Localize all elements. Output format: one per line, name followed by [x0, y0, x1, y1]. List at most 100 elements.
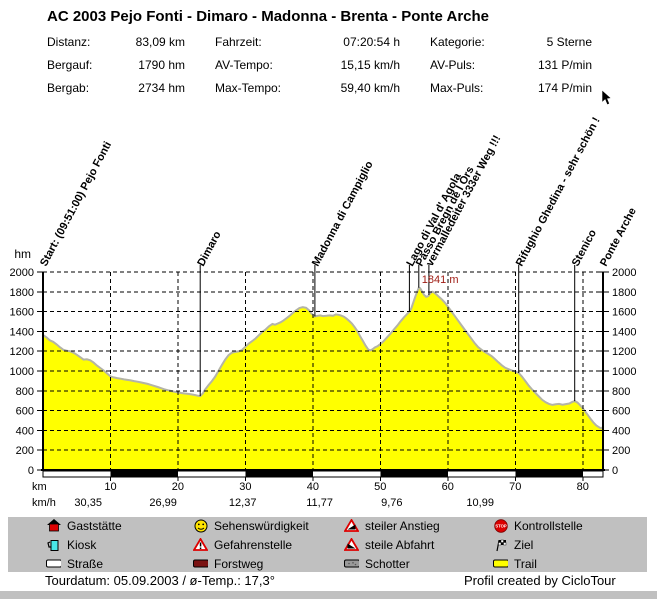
- legend-label: Schotter: [365, 556, 410, 571]
- legend-item-steile-abfahrt: steile Abfahrt: [344, 537, 434, 552]
- svg-text:1600: 1600: [612, 307, 636, 319]
- stat-value-distanz: 83,09 km: [135, 35, 185, 49]
- svg-text:Madonna di Campiglio: Madonna di Campiglio: [310, 159, 376, 268]
- legend-item-gefahrenstelle: Gefahrenstelle: [193, 537, 292, 552]
- stat-value-max-tempo: 59,40 km/h: [340, 81, 400, 95]
- stat-label-kategorie: Kategorie:: [430, 35, 485, 49]
- bottom-divider: [0, 591, 657, 599]
- svg-text:600: 600: [612, 406, 630, 418]
- stat-value-fahrzeit: 07:20:54 h: [343, 35, 400, 49]
- mug-icon: [46, 538, 61, 552]
- road-swatch: [46, 559, 61, 568]
- mouse-cursor-icon: [601, 90, 612, 106]
- svg-text:10,99: 10,99: [466, 497, 494, 509]
- waypoint-markers: [199, 265, 576, 402]
- svg-text:1800: 1800: [10, 287, 34, 299]
- x-axis-labels: 10 20 30 40 50 60 70 80 km: [32, 477, 589, 493]
- svg-text:600: 600: [16, 406, 34, 418]
- svg-text:Ponte Arche: Ponte Arche: [598, 206, 639, 268]
- finish-flag-icon: [493, 538, 508, 552]
- trail-swatch: [493, 559, 508, 568]
- svg-text:STOP: STOP: [495, 523, 507, 528]
- legend-item-steiler-anstieg: steiler Anstieg: [344, 518, 440, 533]
- svg-text:20: 20: [172, 481, 184, 493]
- legend-label: Straße: [67, 556, 104, 571]
- svg-text:30,35: 30,35: [74, 497, 102, 509]
- stat-label-av-puls: AV-Puls:: [430, 58, 476, 72]
- legend-item-strasse: Straße: [46, 556, 103, 571]
- legend-item-ziel: Ziel: [493, 537, 533, 552]
- svg-text:1200: 1200: [10, 346, 34, 358]
- distance-ruler: [42, 470, 604, 478]
- svg-text:1800: 1800: [612, 287, 636, 299]
- svg-text:400: 400: [16, 425, 34, 437]
- legend-label: Gefahrenstelle: [214, 537, 293, 552]
- legend-item-trail: Trail: [493, 556, 537, 571]
- svg-text:10: 10: [104, 481, 116, 493]
- gridlines: [43, 271, 603, 470]
- svg-text:hm: hm: [14, 247, 31, 261]
- svg-text:1200: 1200: [612, 346, 636, 358]
- warning-triangle-icon: [193, 538, 208, 551]
- legend-panel: [8, 517, 647, 572]
- stat-value-bergab: 2734 hm: [138, 81, 185, 95]
- stat-value-av-puls: 131 P/min: [537, 58, 592, 72]
- profile-area: [42, 286, 604, 470]
- legend-item-gaststaette: Gaststätte: [46, 518, 122, 533]
- svg-text:60: 60: [442, 481, 454, 493]
- stat-label-fahrzeit: Fahrzeit:: [215, 35, 262, 49]
- stat-label-max-tempo: Max-Tempo:: [215, 81, 282, 95]
- svg-text:Start: (09:51:00) Pejo Fonti: Start: (09:51:00) Pejo Fonti: [38, 140, 114, 269]
- legend-label: Sehenswürdigkeit: [214, 518, 309, 533]
- legend-label: Kontrollstelle: [514, 518, 583, 533]
- steep-ascent-icon: [344, 519, 359, 532]
- peak-elevation-label: 1841 m: [422, 274, 459, 286]
- house-icon: [46, 519, 61, 532]
- stop-icon: STOP: [493, 518, 508, 533]
- svg-text:400: 400: [612, 425, 630, 437]
- legend-label: Ziel: [514, 537, 534, 552]
- legend-label: Forstweg: [214, 556, 264, 571]
- svg-text:2000: 2000: [10, 267, 34, 279]
- svg-text:1400: 1400: [612, 326, 636, 338]
- svg-text:Dimaro: Dimaro: [195, 229, 224, 268]
- smiley-icon: [193, 519, 208, 533]
- svg-text:800: 800: [612, 386, 630, 398]
- y-axis-labels: 0 0 200 200 400 400 600 600 800 800 1000 1000 1200 12…: [10, 247, 637, 477]
- legend-item-kontrollstelle: STOP Kontrollstelle: [493, 518, 583, 533]
- legend-label: Trail: [514, 556, 537, 571]
- svg-text:Stenico: Stenico: [570, 227, 599, 268]
- svg-text:1600: 1600: [10, 307, 34, 319]
- legend-label: Kiosk: [67, 537, 97, 552]
- svg-text:200: 200: [612, 445, 630, 457]
- svg-text:km: km: [32, 481, 47, 493]
- legend-label: steiler Anstieg: [365, 518, 440, 533]
- legend-item-schotter: Schotter: [344, 556, 410, 571]
- svg-text:11,77: 11,77: [306, 497, 333, 509]
- svg-text:26,99: 26,99: [149, 497, 177, 509]
- segment-speed-row: km/h 30,35 26,99 12,37 11,77 9,76 10,99: [32, 497, 494, 509]
- svg-text:50: 50: [374, 481, 386, 493]
- legend-item-forstweg: Forstweg: [193, 556, 263, 571]
- svg-text:1000: 1000: [10, 366, 34, 378]
- stat-value-kategorie: 5 Sterne: [546, 35, 592, 49]
- svg-text:80: 80: [577, 481, 589, 493]
- svg-text:1400: 1400: [10, 326, 34, 338]
- stat-value-max-puls: 174 P/min: [537, 81, 592, 95]
- svg-text:0: 0: [612, 465, 618, 477]
- stat-label-max-puls: Max-Puls:: [430, 81, 484, 95]
- credit-text: Profil created by CicloTour: [464, 573, 616, 588]
- gravel-swatch: [344, 559, 359, 568]
- svg-text:200: 200: [16, 445, 34, 457]
- svg-text:2000: 2000: [612, 267, 636, 279]
- svg-text:vermalledeiter 333er Weg !!!: vermalledeiter 333er Weg !!!: [424, 133, 503, 268]
- stat-label-distanz: Distanz:: [47, 35, 91, 49]
- svg-text:9,76: 9,76: [381, 497, 402, 509]
- svg-text:12,37: 12,37: [229, 497, 257, 509]
- svg-text:0: 0: [28, 465, 34, 477]
- legend-label: Gaststätte: [67, 518, 122, 533]
- svg-text:40: 40: [307, 481, 319, 493]
- svg-text:km/h: km/h: [32, 497, 56, 509]
